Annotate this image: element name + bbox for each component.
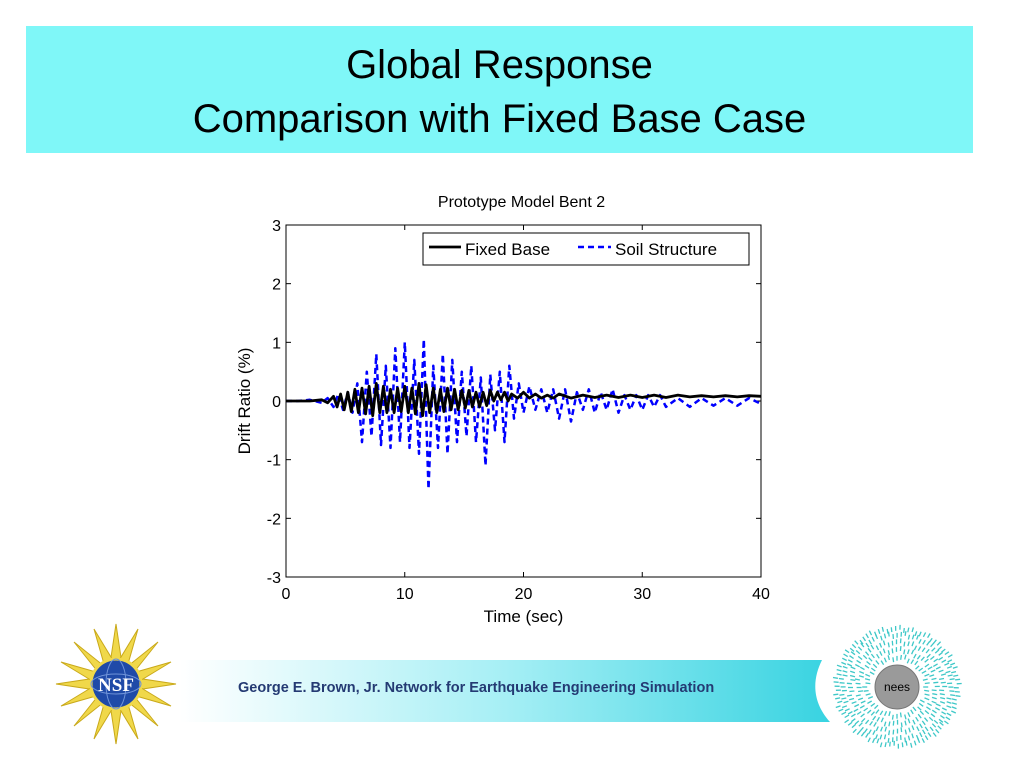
series-line-fixed-base bbox=[286, 382, 762, 418]
slide-title-line1: Global Response bbox=[346, 43, 653, 87]
y-axis-label: Drift Ratio (%) bbox=[235, 348, 254, 455]
x-tick-label: 30 bbox=[633, 586, 651, 603]
legend-box bbox=[422, 232, 750, 266]
x-axis-label: Time (sec) bbox=[484, 607, 564, 626]
y-tick-label: -1 bbox=[267, 453, 281, 470]
y-tick-label: 3 bbox=[272, 218, 281, 235]
x-tick-label: 10 bbox=[396, 586, 414, 603]
y-tick-label: 1 bbox=[272, 335, 281, 352]
slide-title-line2: Comparison with Fixed Base Case bbox=[192, 97, 807, 141]
x-tick-label: 20 bbox=[515, 586, 533, 603]
nsf-logo-icon: NSF bbox=[55, 623, 177, 745]
footer-text: George E. Brown, Jr. Network for Earthqu… bbox=[238, 680, 715, 696]
y-tick-label: -2 bbox=[267, 511, 281, 528]
x-tick-label: 0 bbox=[282, 586, 291, 603]
legend-label-fixed-base: Fixed Base bbox=[465, 240, 550, 259]
nees-logo-icon: nees bbox=[832, 624, 962, 749]
footer-band bbox=[180, 660, 830, 722]
y-tick-label: 0 bbox=[272, 394, 281, 411]
title-band: Global Response Comparison with Fixed Ba… bbox=[26, 26, 973, 153]
chart-title: Prototype Model Bent 2 bbox=[438, 194, 605, 211]
legend-label-soil-structure: Soil Structure bbox=[615, 240, 717, 259]
nees-logo-text: nees bbox=[884, 680, 910, 694]
x-tick-label: 40 bbox=[752, 586, 770, 603]
nsf-logo-text: NSF bbox=[98, 675, 134, 696]
y-tick-label: 2 bbox=[272, 277, 281, 294]
y-tick-label: -3 bbox=[267, 570, 281, 587]
